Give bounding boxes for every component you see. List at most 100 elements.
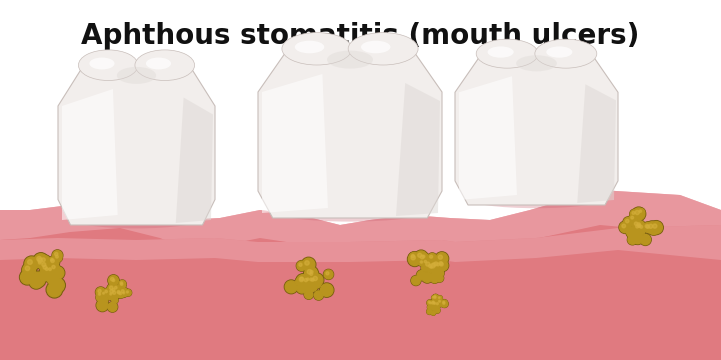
Circle shape bbox=[423, 258, 430, 266]
Ellipse shape bbox=[467, 189, 606, 208]
Circle shape bbox=[428, 264, 436, 272]
Circle shape bbox=[650, 221, 663, 234]
Circle shape bbox=[48, 268, 51, 270]
Circle shape bbox=[632, 220, 642, 230]
Circle shape bbox=[50, 266, 65, 280]
Circle shape bbox=[107, 284, 118, 294]
Circle shape bbox=[629, 209, 640, 219]
Polygon shape bbox=[0, 225, 721, 360]
Circle shape bbox=[634, 225, 645, 235]
Circle shape bbox=[48, 256, 57, 265]
Circle shape bbox=[631, 233, 639, 241]
Circle shape bbox=[637, 225, 643, 231]
Circle shape bbox=[99, 296, 108, 305]
Circle shape bbox=[115, 289, 123, 297]
Circle shape bbox=[107, 283, 118, 294]
Circle shape bbox=[108, 292, 115, 299]
Circle shape bbox=[110, 277, 118, 285]
Circle shape bbox=[25, 266, 30, 271]
Circle shape bbox=[649, 224, 653, 228]
Circle shape bbox=[324, 269, 334, 279]
Circle shape bbox=[635, 221, 645, 230]
Circle shape bbox=[27, 260, 32, 264]
Circle shape bbox=[645, 221, 659, 235]
Circle shape bbox=[299, 277, 313, 290]
Circle shape bbox=[25, 257, 38, 270]
Circle shape bbox=[126, 291, 128, 293]
Circle shape bbox=[431, 311, 435, 315]
Circle shape bbox=[111, 278, 118, 285]
Circle shape bbox=[113, 285, 120, 292]
Circle shape bbox=[49, 282, 61, 294]
Circle shape bbox=[56, 255, 58, 258]
Circle shape bbox=[430, 263, 443, 276]
Circle shape bbox=[431, 304, 437, 310]
Circle shape bbox=[119, 282, 125, 288]
Circle shape bbox=[119, 292, 122, 295]
Circle shape bbox=[429, 304, 434, 309]
Circle shape bbox=[324, 270, 333, 279]
Circle shape bbox=[45, 267, 57, 280]
Circle shape bbox=[630, 232, 640, 242]
Circle shape bbox=[117, 291, 120, 293]
Circle shape bbox=[296, 274, 310, 288]
Circle shape bbox=[48, 283, 61, 297]
Ellipse shape bbox=[487, 46, 513, 58]
Circle shape bbox=[428, 303, 435, 309]
Circle shape bbox=[47, 275, 56, 285]
Circle shape bbox=[418, 259, 426, 267]
Circle shape bbox=[437, 299, 443, 305]
Polygon shape bbox=[0, 225, 721, 262]
Circle shape bbox=[107, 302, 118, 312]
Circle shape bbox=[106, 292, 114, 300]
Circle shape bbox=[430, 271, 441, 280]
Circle shape bbox=[45, 268, 56, 279]
Circle shape bbox=[48, 256, 60, 268]
Circle shape bbox=[304, 266, 319, 281]
Circle shape bbox=[632, 231, 644, 244]
Circle shape bbox=[307, 270, 311, 274]
Circle shape bbox=[54, 254, 62, 262]
Circle shape bbox=[107, 292, 114, 300]
Circle shape bbox=[102, 291, 107, 297]
Polygon shape bbox=[459, 76, 517, 200]
Circle shape bbox=[436, 253, 448, 265]
Circle shape bbox=[307, 283, 314, 290]
Circle shape bbox=[101, 291, 107, 297]
Circle shape bbox=[24, 256, 40, 271]
Polygon shape bbox=[258, 38, 442, 218]
Polygon shape bbox=[396, 83, 440, 216]
Circle shape bbox=[427, 260, 442, 275]
Circle shape bbox=[115, 286, 117, 289]
Circle shape bbox=[428, 301, 434, 306]
Circle shape bbox=[23, 264, 35, 276]
Circle shape bbox=[125, 289, 132, 296]
Circle shape bbox=[632, 219, 642, 230]
Circle shape bbox=[298, 275, 308, 285]
Circle shape bbox=[44, 266, 52, 274]
Circle shape bbox=[108, 275, 119, 286]
Circle shape bbox=[110, 286, 113, 289]
Circle shape bbox=[112, 297, 118, 303]
Circle shape bbox=[307, 283, 315, 291]
Circle shape bbox=[631, 216, 634, 219]
Circle shape bbox=[434, 261, 444, 270]
Ellipse shape bbox=[282, 33, 352, 65]
Circle shape bbox=[441, 303, 445, 307]
Circle shape bbox=[433, 304, 439, 311]
Circle shape bbox=[430, 300, 437, 307]
Circle shape bbox=[30, 271, 46, 288]
Circle shape bbox=[34, 254, 48, 267]
Circle shape bbox=[432, 306, 436, 310]
Circle shape bbox=[50, 264, 59, 273]
Circle shape bbox=[306, 278, 314, 287]
Circle shape bbox=[48, 281, 61, 295]
Circle shape bbox=[52, 267, 64, 279]
Circle shape bbox=[622, 224, 626, 228]
Circle shape bbox=[430, 304, 438, 311]
Circle shape bbox=[30, 275, 43, 288]
Circle shape bbox=[427, 309, 432, 314]
Circle shape bbox=[40, 271, 48, 279]
Circle shape bbox=[424, 260, 427, 263]
Circle shape bbox=[50, 278, 64, 292]
